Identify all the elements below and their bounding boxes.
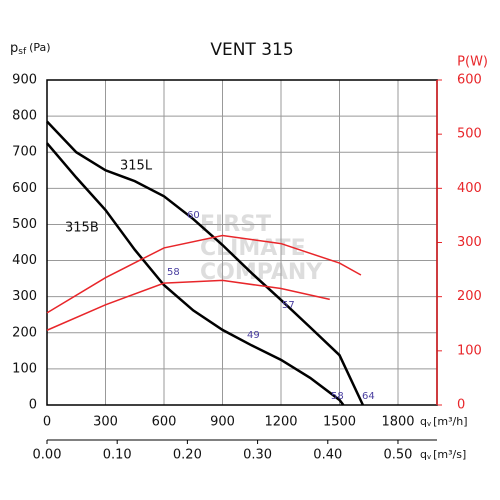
power-curve <box>46 234 362 314</box>
y-label-main: p <box>10 41 18 56</box>
y-tick-label: 400 <box>12 253 37 268</box>
power-curve <box>46 279 330 331</box>
series-label: 315B <box>65 221 99 236</box>
x2-tick-label: 0.20 <box>173 448 202 463</box>
pressure-curve <box>46 120 365 406</box>
x-label-unit: [m³/h] <box>433 415 467 428</box>
x-tick-label: 300 <box>93 415 118 430</box>
x2-axis-label: qv [m³/s] <box>420 448 466 461</box>
x-tick-label: 1800 <box>381 415 414 430</box>
y2-tick-label: 200 <box>457 289 482 304</box>
x-tick-label: 1200 <box>264 415 297 430</box>
annotation: 49 <box>247 330 260 341</box>
y-tick-label: 200 <box>12 325 37 340</box>
chart-title: VENT 315 <box>210 40 293 60</box>
x2-tick-label: 0.40 <box>313 448 342 463</box>
y2-tick-label: 300 <box>457 235 482 250</box>
y-tick-label: 600 <box>12 181 37 196</box>
annotation: 57 <box>282 300 295 311</box>
annotation: 58 <box>331 391 344 402</box>
y2-tick-label: 600 <box>457 73 482 88</box>
x-tick-label: 900 <box>210 415 235 430</box>
y-label-unit: (Pa) <box>29 41 50 54</box>
y-tick-label: 0 <box>29 398 37 413</box>
y2-tick-label: 100 <box>457 343 482 358</box>
y-tick-label: 700 <box>12 145 37 160</box>
x-tick-label: 600 <box>152 415 177 430</box>
y-axis-label: psf (Pa) <box>10 41 51 57</box>
annotation: 60 <box>187 210 200 221</box>
annotation: 58 <box>167 267 180 278</box>
y2-axis-label: P(W) <box>457 55 488 70</box>
y2-tick-label: 400 <box>457 181 482 196</box>
x2-tick-label: 0.50 <box>383 448 412 463</box>
x-tick-label: 0 <box>43 415 51 430</box>
x2-label-main: q <box>420 448 427 461</box>
y-tick-label: 100 <box>12 361 37 376</box>
y2-tick-label: 0 <box>457 398 465 413</box>
x-label-sub: v <box>427 420 431 428</box>
y-label-sub: sf <box>18 47 27 57</box>
y-tick-label: 300 <box>12 289 37 304</box>
y-tick-label: 800 <box>12 109 37 124</box>
y-tick-label: 500 <box>12 217 37 232</box>
x2-tick-label: 0.10 <box>103 448 132 463</box>
pressure-curve <box>46 142 345 406</box>
x-axis-label: qv [m³/h] <box>420 415 468 428</box>
x2-label-unit: [m³/s] <box>433 448 466 461</box>
x-tick-label: 1500 <box>323 415 356 430</box>
x-label-main: q <box>420 415 427 428</box>
series-label: 315L <box>120 159 153 174</box>
annotation: 64 <box>362 391 375 402</box>
x2-tick-label: 0.00 <box>33 448 62 463</box>
y2-tick-label: 500 <box>457 127 482 142</box>
y-tick-label: 900 <box>12 73 37 88</box>
x2-tick-label: 0.30 <box>243 448 272 463</box>
x2-label-sub: v <box>427 453 431 461</box>
